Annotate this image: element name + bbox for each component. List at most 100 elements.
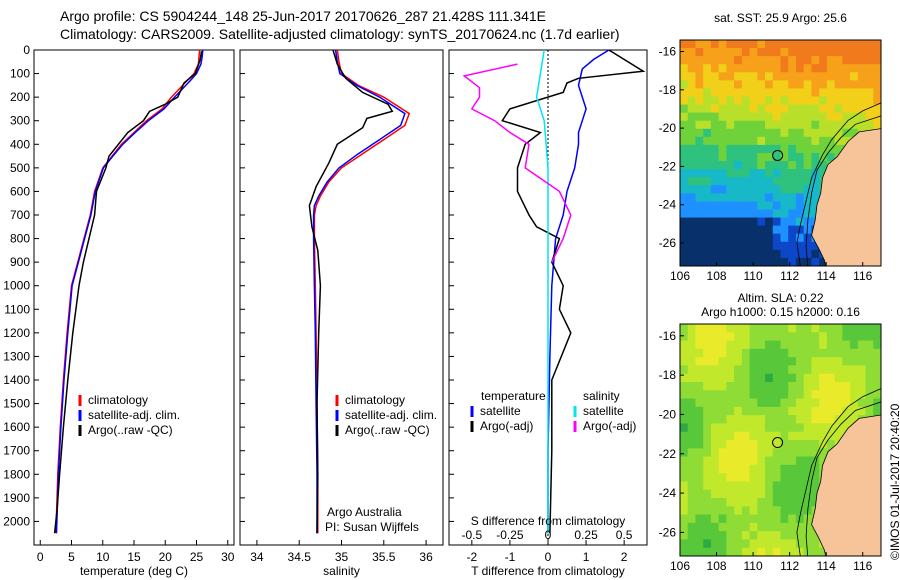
sla-map-cell (734, 473, 743, 483)
sla-map-cell (749, 498, 758, 507)
sla-map-cell (795, 415, 805, 425)
sst-map-cell (788, 144, 797, 154)
sla-map-cell (803, 382, 813, 391)
sla-map-cell (765, 522, 774, 532)
sst-map-cell (680, 225, 689, 235)
sla-map-cell (811, 489, 820, 499)
sla-map-cell (687, 489, 697, 499)
sst-map-cell (718, 72, 727, 81)
sst-map-cell (726, 104, 735, 114)
sla-map-cell (795, 382, 805, 391)
sla-map-cell (788, 382, 797, 391)
sla-map-cell (811, 481, 820, 491)
sst-map-cell (772, 241, 782, 251)
sst-map-cell (795, 233, 805, 243)
sst-map-cell (726, 120, 735, 130)
sla-map-cell (772, 390, 782, 400)
sst-map-cell (772, 169, 782, 178)
sla-map-cell (834, 382, 843, 391)
sla-map-cell (710, 464, 720, 474)
sst-map-cell (757, 56, 766, 65)
sst-map-cell (703, 177, 712, 186)
sst-map-cell (703, 40, 712, 49)
sla-map-cell (695, 522, 704, 532)
sst-map-cell (857, 40, 867, 49)
sla-map-cell (803, 390, 813, 400)
sst-map-cell (695, 241, 704, 251)
sla-map: 106 108 110 112 114 116 -16 -18 -20 -22 -24 -26 Alti… (659, 291, 882, 573)
sst-map-cell (703, 48, 712, 57)
sla-map-cell (765, 324, 774, 333)
sla-map-cell (687, 340, 697, 350)
sla-map-cell (710, 498, 720, 507)
sst-map-cell (703, 193, 712, 203)
sst-map-cell (850, 72, 859, 81)
sla-map-cell (772, 373, 782, 383)
sst-map-cell (795, 128, 805, 138)
sla-map-cell (734, 332, 743, 342)
sla-map-cell (842, 332, 851, 342)
sla-map-ytick-label: -24 (659, 486, 677, 500)
sla-map-cell (772, 498, 782, 507)
temperature-ytick-label: 500 (10, 161, 30, 175)
sst-map-cell (726, 153, 735, 162)
sst-map-cell (803, 241, 813, 251)
sla-map-cell (718, 398, 727, 408)
sla-map-cell (819, 440, 828, 449)
sla-map-cell (842, 398, 851, 408)
sla-map-cell (718, 406, 727, 416)
sst-map-cell (710, 144, 720, 154)
sla-map-cell (788, 423, 797, 433)
sla-map-cell (788, 340, 797, 350)
sst-map-cell (718, 88, 727, 98)
sst-map-cell (726, 249, 735, 259)
temperature-xtick-label: 30 (221, 550, 235, 564)
sst-map-cell (795, 241, 805, 251)
sla-map-cell (726, 365, 735, 375)
sst-map-cell (726, 64, 735, 73)
sst-map-land (811, 128, 881, 266)
sla-map-cell (873, 390, 881, 400)
sla-map-cell (749, 373, 758, 383)
sst-map-cell (842, 48, 851, 57)
sst-map-ytick-label: -26 (659, 236, 677, 250)
sst-map-cell (710, 120, 720, 130)
sst-map-cell (795, 72, 805, 81)
salinity-axes-frame (239, 49, 444, 546)
sst-map-cell (795, 104, 805, 114)
sst-map-cell (834, 48, 843, 57)
sla-map-cell (765, 332, 774, 342)
sst-map-cell (726, 88, 735, 98)
sst-map-cell (741, 225, 751, 235)
sst-map-cell (788, 209, 797, 219)
sla-map-cell (749, 382, 758, 391)
sst-map-cell (803, 64, 813, 73)
sla-map-cell (811, 423, 820, 433)
sla-map-cell (772, 324, 782, 333)
sst-map-cell (726, 217, 735, 227)
sla-map-cell (757, 522, 766, 532)
sst-map-cell (726, 185, 735, 194)
sla-map-cell (710, 456, 720, 466)
differences-series-argo-adj- (462, 63, 572, 263)
sst-map-cell (850, 48, 859, 57)
sst-map-cell (765, 112, 774, 122)
sla-map-cell (788, 398, 797, 408)
sst-map-cell (680, 144, 689, 154)
sst-map-cell (765, 80, 774, 90)
sst-map-cell (834, 96, 843, 106)
sst-map-cell (834, 64, 843, 73)
sla-map-cell (865, 390, 874, 400)
sst-map-cell (726, 201, 735, 211)
sla-map-cell (857, 398, 867, 408)
sst-map-cell (718, 177, 727, 186)
sla-map-cell (710, 415, 720, 425)
sst-map-cell (826, 128, 836, 138)
sla-map-cell (757, 382, 766, 391)
sla-map-cell (795, 522, 805, 532)
sla-map-cell (710, 489, 720, 499)
sst-map-cell (710, 169, 720, 178)
sla-map-cell (741, 324, 751, 333)
sst-map-cell (826, 72, 836, 81)
